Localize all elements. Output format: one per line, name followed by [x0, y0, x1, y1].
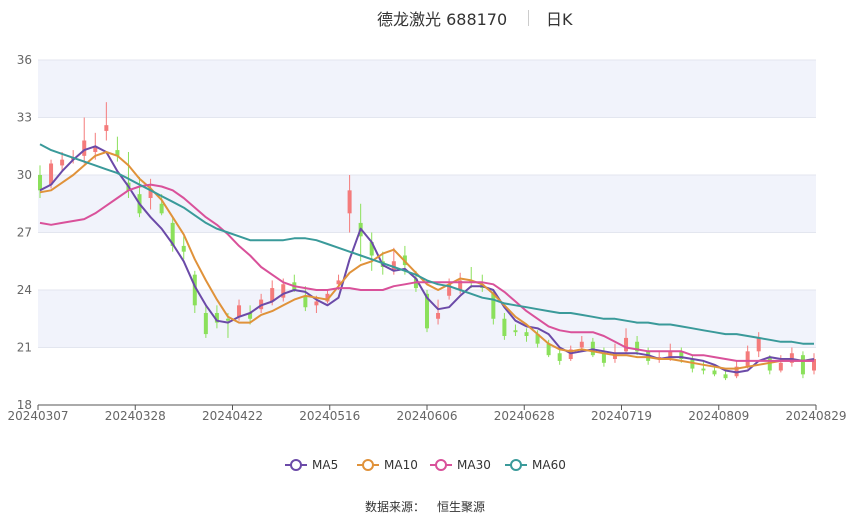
x-tick-label: 20240719 [591, 409, 652, 423]
x-tick-label: 20240628 [494, 409, 555, 423]
legend-swatch-ma60 [505, 458, 527, 472]
y-tick-label: 21 [17, 341, 32, 355]
candle-body [314, 301, 319, 306]
x-tick-label: 20240307 [7, 409, 68, 423]
candle-body [546, 343, 551, 356]
candle-body [668, 351, 673, 358]
candle-body [49, 163, 54, 185]
candle-body [369, 242, 374, 256]
candle-body [458, 280, 463, 290]
y-tick-label: 36 [17, 53, 32, 67]
y-tick-label: 27 [17, 226, 32, 240]
candle-body [170, 222, 175, 246]
x-tick-label: 20240606 [396, 409, 457, 423]
y-tick-label: 33 [17, 111, 32, 125]
ma-line-ma30 [39, 183, 814, 362]
legend-item-ma60[interactable]: MA60 [505, 458, 566, 472]
candle-body [38, 175, 42, 191]
candle-body [148, 190, 153, 198]
candle-body [181, 245, 186, 252]
candle-body [82, 140, 87, 156]
legend-item-ma10[interactable]: MA10 [357, 458, 418, 472]
candle-body [347, 190, 352, 214]
candle-body [601, 353, 606, 363]
ma-line-ma10 [39, 151, 814, 370]
title-separator [528, 10, 529, 26]
y-tick-label: 18 [17, 398, 32, 412]
candle-body [701, 368, 706, 371]
candle-body [60, 159, 65, 166]
candle-body [248, 313, 253, 319]
candle-body [712, 370, 717, 375]
candle-body [579, 341, 584, 348]
candle-body [192, 274, 197, 306]
chart-legend: MA5 MA10 MA30 MA60 [0, 458, 850, 478]
candle-body [723, 374, 728, 379]
grid-band [38, 175, 816, 233]
x-tick-label: 20240516 [299, 409, 360, 423]
candle-body [303, 295, 308, 308]
candle-body [535, 334, 540, 344]
x-tick-label: 20240422 [202, 409, 263, 423]
source-label: 数据来源： [364, 500, 425, 514]
candle-body [513, 330, 518, 333]
candle-body [336, 280, 341, 285]
legend-item-ma30[interactable]: MA30 [430, 458, 491, 472]
y-tick-label: 24 [17, 283, 32, 297]
candlestick-chart: 18 21 24 27 30 33 36 20240307 20240328 20240422 20… [7, 53, 846, 423]
candle-body [745, 351, 750, 367]
legend-label-ma60: MA60 [532, 458, 566, 472]
candle-body [93, 146, 98, 152]
legend-label-ma5: MA5 [312, 458, 339, 472]
ma-line-ma5 [39, 145, 815, 374]
source-name: 恒生聚源 [437, 500, 486, 514]
candle-body [557, 353, 562, 361]
x-tick-label: 20240809 [688, 409, 749, 423]
candle-body [502, 318, 507, 336]
candle-body [104, 125, 109, 131]
legend-swatch-ma5 [285, 458, 307, 472]
candle-body [214, 313, 219, 323]
chart-subtitle: 日K [546, 10, 573, 29]
candle-body [624, 337, 629, 352]
candle-body [281, 284, 286, 298]
grid-band [38, 60, 816, 118]
candle-body [679, 351, 684, 359]
candle-body [812, 359, 816, 371]
x-tick-label: 20240829 [785, 409, 846, 423]
y-tick-label: 30 [17, 168, 32, 182]
candle-body [159, 203, 164, 214]
chart-title: 德龙激光 688170 [377, 10, 508, 29]
legend-label-ma30: MA30 [457, 458, 491, 472]
x-tick-label: 20240328 [105, 409, 166, 423]
candle-body [325, 293, 330, 302]
candle-body [756, 337, 761, 352]
candle-body [270, 288, 275, 302]
legend-swatch-ma10 [357, 458, 379, 472]
candle-body [436, 313, 441, 319]
candle-body [491, 291, 496, 319]
chart-header: 德龙激光 688170 日K [0, 4, 850, 30]
candle-body [425, 293, 429, 329]
legend-label-ma10: MA10 [384, 458, 418, 472]
candle-body [800, 355, 805, 375]
candle-body [447, 284, 452, 296]
ma-line-ma60 [39, 143, 814, 345]
candle-body [524, 332, 529, 336]
candle-body [635, 341, 640, 352]
legend-item-ma5[interactable]: MA5 [285, 458, 338, 472]
candle-body [225, 318, 230, 321]
legend-swatch-ma30 [430, 458, 452, 472]
candle-body [203, 313, 208, 335]
candle-body [237, 305, 242, 317]
candle-body [778, 362, 783, 371]
candle-body [115, 150, 120, 156]
data-source: 数据来源： 恒生聚源 [0, 498, 850, 515]
